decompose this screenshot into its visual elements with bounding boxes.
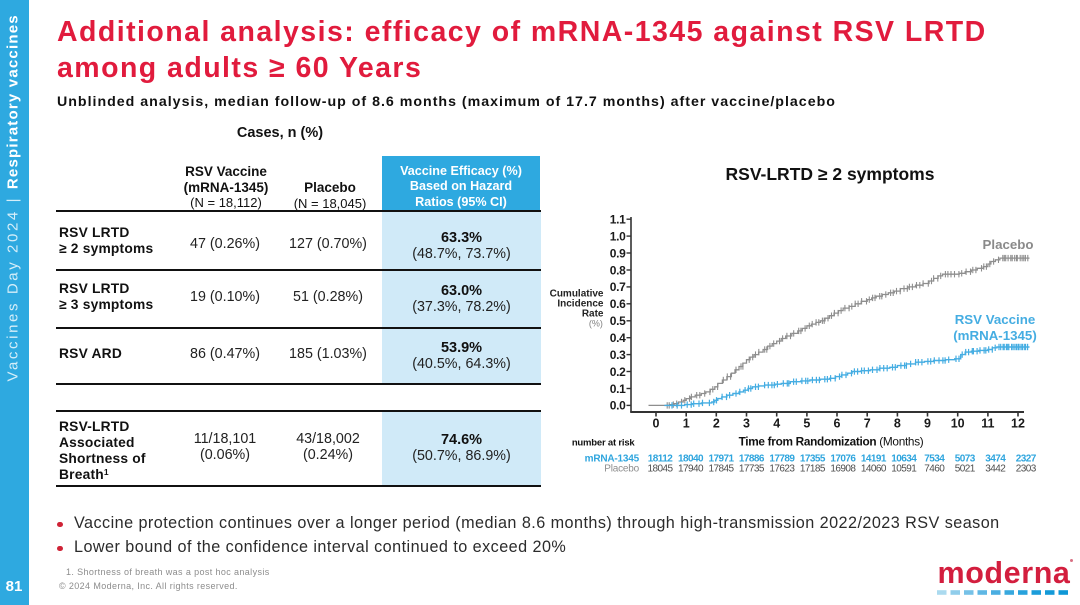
svg-text:18045: 18045 — [647, 464, 673, 475]
svg-text:3474: 3474 — [985, 454, 1006, 465]
svg-text:10591: 10591 — [891, 464, 917, 475]
svg-text:RSV-LRTD ≥ 2 symptoms: RSV-LRTD ≥ 2 symptoms — [726, 164, 935, 184]
svg-text:3442: 3442 — [985, 464, 1006, 475]
svg-text:11: 11 — [981, 417, 994, 431]
svg-text:17076: 17076 — [830, 454, 856, 465]
svg-text:1: 1 — [683, 417, 690, 431]
svg-text:0: 0 — [653, 417, 660, 431]
svg-text:0.9: 0.9 — [610, 246, 626, 260]
svg-text:7: 7 — [864, 417, 871, 431]
svg-text:17789: 17789 — [769, 454, 795, 465]
svg-text:2303: 2303 — [1016, 464, 1037, 475]
svg-text:16908: 16908 — [830, 464, 856, 475]
svg-text:Time from Randomization (Month: Time from Randomization (Months) — [739, 435, 924, 449]
svg-text:2327: 2327 — [1016, 454, 1037, 465]
svg-text:Placebo: Placebo — [983, 237, 1034, 252]
svg-text:0.2: 0.2 — [610, 365, 626, 379]
svg-text:17845: 17845 — [708, 464, 734, 475]
svg-text:number at risk: number at risk — [572, 438, 636, 449]
svg-text:17623: 17623 — [769, 464, 795, 475]
svg-text:0.1: 0.1 — [610, 382, 626, 396]
svg-text:9: 9 — [924, 417, 931, 431]
svg-text:12: 12 — [1011, 417, 1025, 431]
svg-text:17940: 17940 — [678, 464, 704, 475]
svg-text:17886: 17886 — [739, 454, 765, 465]
svg-text:6: 6 — [834, 417, 841, 431]
svg-text:5021: 5021 — [955, 464, 976, 475]
svg-text:Rate: Rate — [582, 309, 604, 320]
svg-text:7460: 7460 — [924, 464, 945, 475]
svg-text:17971: 17971 — [708, 454, 734, 465]
svg-text:14191: 14191 — [861, 454, 887, 465]
svg-text:17355: 17355 — [800, 454, 826, 465]
svg-text:18040: 18040 — [678, 454, 704, 465]
svg-text:5073: 5073 — [955, 454, 976, 465]
svg-text:1.0: 1.0 — [610, 229, 626, 243]
svg-text:17735: 17735 — [739, 464, 765, 475]
svg-text:0.4: 0.4 — [610, 331, 626, 345]
svg-text:(%): (%) — [589, 319, 603, 329]
svg-text:Placebo: Placebo — [604, 464, 639, 475]
svg-text:0.6: 0.6 — [610, 297, 626, 311]
svg-text:3: 3 — [743, 417, 750, 431]
svg-text:(mRNA-1345): (mRNA-1345) — [953, 328, 1037, 343]
svg-text:14060: 14060 — [861, 464, 887, 475]
svg-text:Cumulative: Cumulative — [550, 289, 604, 300]
svg-text:Incidence: Incidence — [557, 299, 604, 310]
svg-text:0.0: 0.0 — [610, 399, 626, 413]
svg-text:0.5: 0.5 — [610, 314, 626, 328]
svg-text:0.3: 0.3 — [610, 348, 626, 362]
svg-text:7534: 7534 — [924, 454, 945, 465]
svg-text:RSV Vaccine: RSV Vaccine — [955, 312, 1036, 327]
svg-text:0.7: 0.7 — [610, 280, 626, 294]
svg-text:4: 4 — [773, 417, 780, 431]
svg-text:17185: 17185 — [800, 464, 826, 475]
svg-text:2: 2 — [713, 417, 720, 431]
svg-text:8: 8 — [894, 417, 901, 431]
svg-text:18112: 18112 — [648, 454, 673, 465]
svg-text:10634: 10634 — [891, 454, 917, 465]
svg-text:mRNA-1345: mRNA-1345 — [585, 454, 640, 465]
svg-text:5: 5 — [803, 417, 810, 431]
svg-text:10: 10 — [951, 417, 965, 431]
svg-text:0.8: 0.8 — [610, 263, 626, 277]
svg-text:1.1: 1.1 — [610, 213, 626, 227]
